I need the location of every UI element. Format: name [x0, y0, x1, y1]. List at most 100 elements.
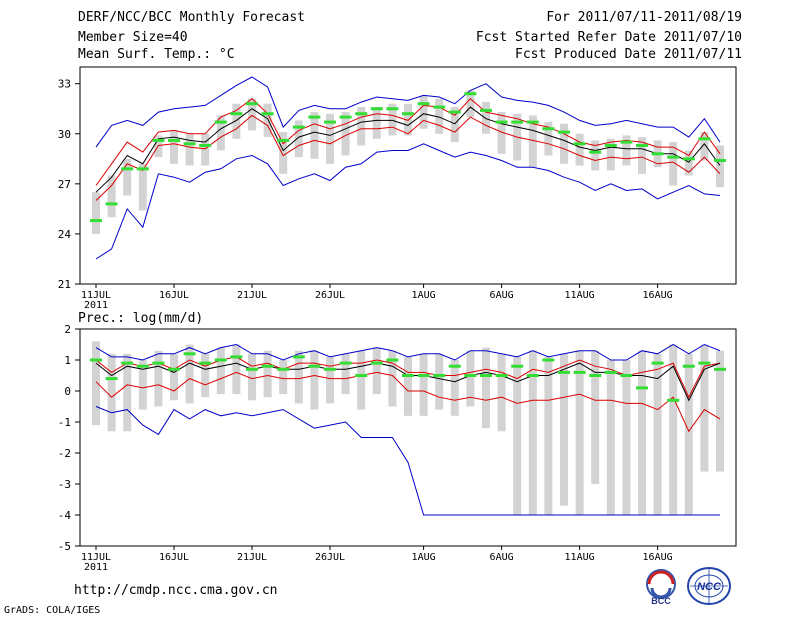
box-bar: [154, 350, 163, 407]
series-line-min: [95, 143, 721, 260]
median-mark: [448, 364, 461, 368]
x-tick-label: 16AUG: [643, 290, 673, 301]
y-tick-label: -4: [58, 509, 72, 522]
box-bar: [92, 341, 100, 426]
bcc-logo-text: BCC: [651, 596, 671, 606]
median-mark: [480, 108, 492, 112]
box-bar: [466, 90, 475, 118]
box-bar: [170, 353, 178, 401]
x-tick-label: 11AUG: [565, 552, 595, 563]
box-bar: [310, 112, 319, 159]
x-tick-label: 11AUG: [565, 290, 595, 301]
median-mark: [308, 364, 321, 368]
box-bar: [560, 123, 568, 164]
box-bar: [450, 360, 459, 416]
median-mark: [558, 370, 570, 374]
plot-frame: [79, 328, 737, 547]
median-mark: [121, 167, 134, 171]
median-mark: [558, 130, 570, 134]
x-year-label: 2011: [84, 300, 108, 311]
y-tick-label: 1: [64, 354, 71, 367]
median-mark: [105, 377, 118, 381]
median-mark: [464, 374, 477, 377]
box-bar: [92, 192, 100, 234]
series-line-lower: [95, 371, 721, 433]
median-mark: [589, 150, 602, 154]
precip-panel-title: Prec.: log(mm/d): [78, 311, 204, 326]
median-mark: [402, 112, 414, 116]
box-bar: [388, 350, 397, 407]
median-mark: [261, 364, 274, 368]
box-bar: [513, 356, 522, 515]
series-line-lower: [95, 114, 721, 201]
box-bar: [669, 344, 678, 515]
box-bar: [372, 347, 381, 395]
x-tick-label: 11JUL: [81, 290, 111, 301]
median-mark: [495, 120, 508, 124]
median-mark: [651, 361, 664, 365]
box-bar: [216, 115, 225, 151]
median-mark: [277, 367, 290, 371]
box-bar: [544, 356, 553, 515]
median-mark: [604, 143, 617, 147]
box-bar: [575, 133, 584, 166]
median-mark: [339, 361, 352, 365]
box-bar: [482, 347, 490, 429]
median-mark: [573, 370, 586, 374]
box-bar: [232, 344, 241, 395]
box-bar: [107, 353, 116, 432]
median-mark: [417, 374, 430, 377]
box-bar: [419, 353, 428, 416]
median-mark: [355, 374, 368, 377]
median-mark: [589, 374, 602, 377]
box-bar: [653, 353, 662, 515]
box-bar: [201, 353, 210, 398]
box-bar: [497, 112, 506, 154]
box-bar: [716, 145, 724, 188]
box-bar: [606, 138, 615, 171]
box-bar: [497, 353, 506, 432]
median-mark: [651, 152, 664, 156]
median-mark: [448, 110, 461, 114]
box-bar: [404, 356, 412, 416]
median-mark: [698, 361, 711, 365]
median-mark: [511, 364, 524, 368]
median-mark: [292, 355, 305, 359]
produced-date: Fcst Produced Date 2011/07/11: [515, 47, 742, 62]
median-mark: [261, 112, 274, 116]
y-tick-label: 33: [58, 78, 71, 91]
x-tick-label: 16AUG: [643, 552, 673, 563]
median-mark: [464, 92, 477, 96]
box-bar: [357, 350, 366, 410]
median-mark: [495, 374, 508, 377]
x-tick-label: 16JUL: [159, 552, 189, 563]
source-url[interactable]: http://cmdp.ncc.cma.gov.cn: [74, 583, 278, 598]
median-mark: [168, 367, 180, 371]
box-bar: [170, 130, 178, 164]
median-mark: [386, 107, 399, 111]
box-bar: [466, 350, 475, 407]
y-tick-label: 30: [58, 128, 71, 141]
median-mark: [214, 358, 227, 362]
median-mark: [183, 352, 196, 356]
box-bar: [185, 133, 194, 166]
series-line-max: [95, 76, 721, 148]
box-bar: [435, 98, 444, 134]
x-tick-label: 6AUG: [490, 290, 514, 301]
box-bar: [294, 350, 303, 404]
median-mark: [480, 374, 492, 377]
y-tick-label: 24: [58, 228, 72, 241]
median-mark: [230, 355, 243, 359]
grads-credit: GrADS: COLA/IGES: [4, 605, 101, 616]
median-mark: [339, 115, 352, 119]
box-bar: [591, 140, 600, 171]
x-year-label: 2011: [84, 562, 108, 573]
box-bar: [123, 158, 132, 196]
box-bar: [716, 350, 724, 472]
box-bar: [388, 103, 397, 136]
median-mark: [152, 138, 165, 142]
median-mark: [526, 120, 539, 124]
box-bar: [482, 102, 490, 134]
plot-frame: [79, 66, 737, 285]
